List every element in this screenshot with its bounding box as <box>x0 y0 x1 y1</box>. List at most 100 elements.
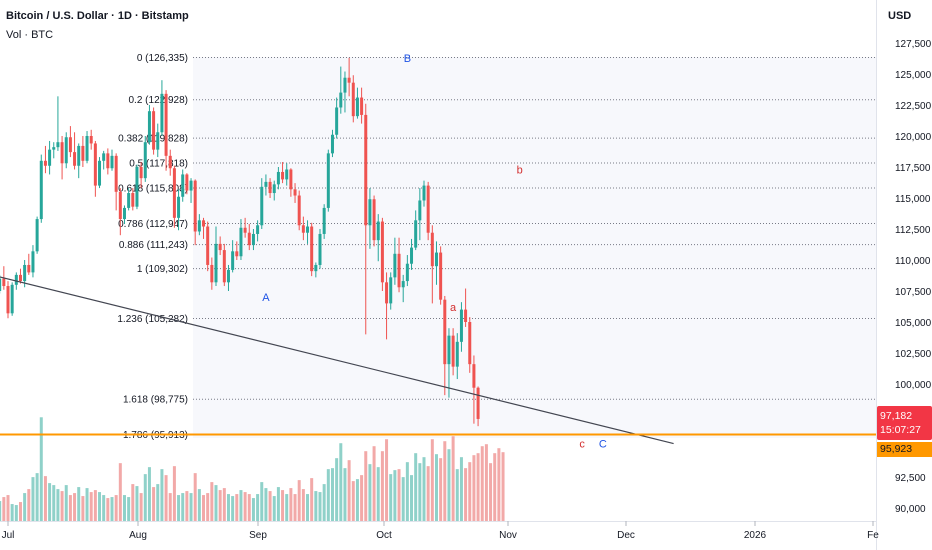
volume-bar <box>222 488 226 521</box>
price-tick: 107,500 <box>895 287 932 298</box>
candle-body <box>401 281 405 288</box>
volume-bar <box>60 491 64 521</box>
volume-indicator-label[interactable]: Vol · BTC <box>6 29 54 41</box>
volume-bar <box>243 492 247 521</box>
volume-bar <box>318 492 322 521</box>
fib-label: 0 (126,335) <box>137 53 188 64</box>
price-tick: 122,500 <box>895 101 932 112</box>
candle-body <box>443 299 447 365</box>
volume-bar <box>110 497 114 521</box>
volume-bar <box>98 492 102 521</box>
wave-label: b <box>517 164 523 176</box>
volume-bar <box>197 489 201 521</box>
volume-bar <box>484 444 488 521</box>
volume-bar <box>293 494 297 521</box>
volume-bar <box>447 449 451 521</box>
candle-body <box>434 252 438 267</box>
volume-bar <box>131 484 135 521</box>
volume-bar <box>264 488 268 521</box>
volume-bar <box>43 476 47 521</box>
volume-bar <box>106 498 110 521</box>
wave-label: c <box>579 439 585 451</box>
candle-body <box>281 171 285 180</box>
last-price-tag: 97,182 15:07:27 <box>877 406 932 440</box>
volume-bar <box>214 485 218 521</box>
volume-bar <box>364 451 368 521</box>
candle-body <box>14 274 18 285</box>
volume-bar <box>52 485 56 521</box>
volume-bar <box>181 493 185 521</box>
volume-bar <box>147 467 151 521</box>
volume-bar <box>189 493 193 521</box>
fib-label: 0.886 (111,243) <box>119 240 188 251</box>
volume-bar <box>459 457 463 521</box>
volume-bar <box>330 468 334 521</box>
candle-body <box>355 97 359 117</box>
volume-bar <box>301 489 305 521</box>
candle-body <box>231 251 235 270</box>
volume-bar <box>64 485 68 521</box>
candle-body <box>289 169 293 190</box>
time-axis[interactable]: Jul Aug Sep Oct Nov Dec 2026 Fe <box>2 521 880 541</box>
volume-bar <box>397 469 401 521</box>
volume-bar <box>77 487 81 521</box>
candle-body <box>389 277 393 304</box>
candle-body <box>376 221 380 241</box>
candle-body <box>27 264 31 273</box>
volume-bar <box>418 463 422 521</box>
candle-body <box>172 168 176 218</box>
candle-body <box>93 143 97 186</box>
volume-bar <box>168 493 172 521</box>
candle-body <box>318 233 322 265</box>
candle-body <box>347 77 351 83</box>
candle-body <box>264 181 268 187</box>
candle-body <box>422 185 426 201</box>
volume-bar <box>285 494 289 521</box>
volume-bar <box>310 478 314 521</box>
candle-body <box>372 199 376 241</box>
volume-bar <box>276 487 280 521</box>
volume-bar <box>114 495 118 521</box>
candle-body <box>131 193 135 207</box>
volume-bar <box>355 479 359 521</box>
trend-line[interactable] <box>0 275 674 445</box>
volume-bar <box>289 488 293 521</box>
candle-body <box>168 155 172 169</box>
candle-body <box>451 335 455 367</box>
candle-body <box>272 184 276 194</box>
candle-body <box>2 278 6 287</box>
candle-body <box>426 185 430 233</box>
volume-bar <box>268 491 272 521</box>
fib-shade <box>193 57 876 438</box>
candle-body <box>77 145 81 166</box>
volume-bar <box>93 490 97 521</box>
candle-body <box>368 199 372 226</box>
level-price-tag: 95,923 <box>877 442 932 457</box>
fib-label: 0.2 (122,928) <box>129 95 189 106</box>
price-tick: 125,000 <box>895 70 932 81</box>
candle-body <box>301 225 305 233</box>
volume-bar <box>2 497 6 521</box>
candle-body <box>360 97 364 115</box>
price-tick: 102,500 <box>895 349 932 360</box>
candle-body <box>476 387 480 419</box>
wave-label: B <box>404 53 411 65</box>
candle-body <box>472 364 476 388</box>
candle-body <box>160 93 164 133</box>
volume-bar <box>405 462 409 521</box>
volume-bar <box>210 482 214 521</box>
volume-bar <box>376 467 380 521</box>
candle-body <box>326 153 330 208</box>
volume-bar <box>135 486 139 521</box>
volume-bar <box>272 496 276 521</box>
candle-body <box>418 200 422 221</box>
currency-label[interactable]: USD <box>888 10 912 22</box>
candle-body <box>214 243 218 283</box>
volume-bar <box>172 466 176 521</box>
candle-body <box>380 221 384 283</box>
time-tick: Aug <box>129 530 147 541</box>
volume-bar <box>455 469 459 521</box>
price-tick: 115,000 <box>895 194 931 205</box>
fib-label: 1 (109,302) <box>137 264 188 275</box>
